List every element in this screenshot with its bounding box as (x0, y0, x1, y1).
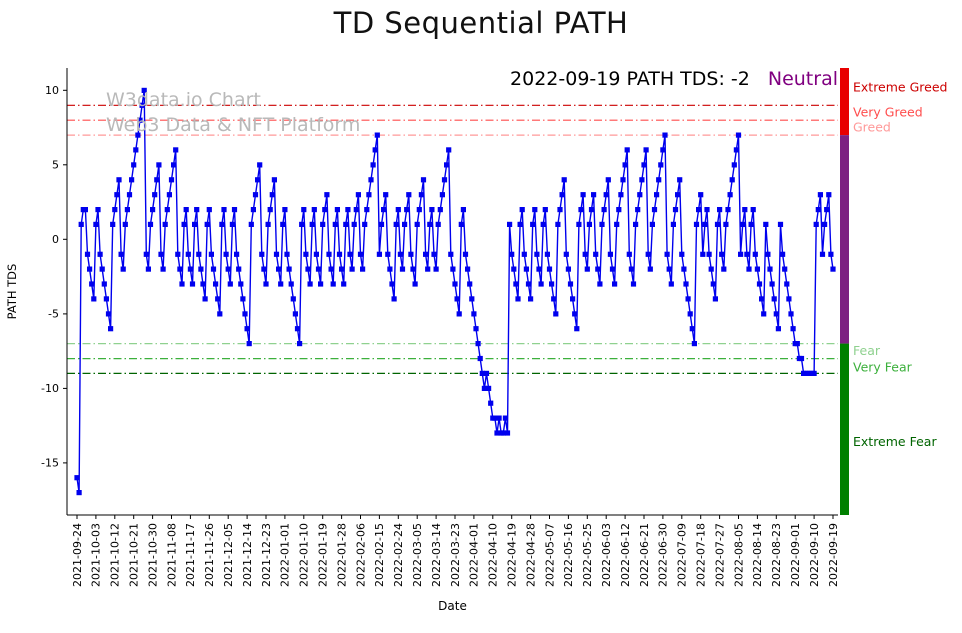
svg-text:2022-08-23: 2022-08-23 (770, 523, 783, 587)
svg-text:2021-10-21: 2021-10-21 (128, 523, 141, 587)
svg-text:2022-02-06: 2022-02-06 (354, 523, 367, 587)
svg-text:2022-07-18: 2022-07-18 (695, 523, 708, 587)
x-axis-label: Date (438, 599, 467, 613)
svg-text:2022-05-07: 2022-05-07 (543, 523, 556, 587)
svg-text:Greed: Greed (853, 120, 891, 135)
svg-text:2021-10-30: 2021-10-30 (146, 523, 159, 587)
svg-text:2022-06-30: 2022-06-30 (657, 523, 670, 587)
latest-value-annotation: 2022-09-19 PATH TDS: -2 Neutral (510, 68, 838, 90)
latest-value-text: 2022-09-19 PATH TDS: -2 (510, 68, 750, 90)
svg-text:2022-04-10: 2022-04-10 (487, 523, 500, 587)
svg-text:2022-01-10: 2022-01-10 (298, 523, 311, 587)
svg-text:2021-12-05: 2021-12-05 (222, 523, 235, 587)
svg-text:2022-09-19: 2022-09-19 (827, 523, 840, 587)
svg-text:2021-10-03: 2021-10-03 (90, 523, 103, 587)
svg-text:Extreme Fear: Extreme Fear (853, 434, 937, 449)
chart-title: TD Sequential PATH (333, 6, 629, 40)
svg-text:2022-02-24: 2022-02-24 (392, 523, 405, 587)
svg-text:2022-03-14: 2022-03-14 (430, 523, 443, 587)
svg-text:-5: -5 (48, 308, 59, 321)
threshold-lines (67, 104, 838, 374)
svg-text:2022-04-01: 2022-04-01 (468, 523, 481, 587)
y-axis-ticks: 10 5 0 -5 -10 -15 (41, 84, 67, 470)
svg-text:Fear: Fear (853, 343, 881, 358)
svg-text:2022-07-09: 2022-07-09 (676, 523, 689, 587)
svg-text:2021-11-26: 2021-11-26 (203, 523, 216, 587)
svg-text:2021-11-08: 2021-11-08 (165, 523, 178, 587)
svg-text:2022-05-25: 2022-05-25 (581, 523, 594, 587)
svg-text:2022-06-03: 2022-06-03 (600, 523, 613, 587)
svg-text:2022-03-23: 2022-03-23 (449, 523, 462, 587)
sentiment-zone-bar (840, 68, 849, 515)
svg-text:2022-09-10: 2022-09-10 (808, 523, 821, 587)
svg-text:2022-08-14: 2022-08-14 (751, 523, 764, 587)
svg-text:2022-06-12: 2022-06-12 (619, 523, 632, 587)
svg-text:-15: -15 (41, 457, 59, 470)
x-axis-ticks: 2021-09-24 2021-10-03 2021-10-12 2021-10-21… (71, 515, 840, 587)
sentiment-status: Neutral (767, 68, 838, 90)
svg-text:5: 5 (52, 159, 59, 172)
svg-text:2022-01-19: 2022-01-19 (317, 523, 330, 587)
svg-text:2022-01-01: 2022-01-01 (279, 523, 292, 587)
data-markers (74, 87, 836, 496)
svg-text:2022-05-16: 2022-05-16 (562, 523, 575, 587)
svg-text:Very Fear: Very Fear (853, 360, 913, 375)
svg-text:2021-12-23: 2021-12-23 (260, 523, 273, 587)
svg-text:2021-11-17: 2021-11-17 (184, 523, 197, 587)
svg-text:2022-08-05: 2022-08-05 (732, 523, 745, 587)
svg-text:Extreme Greed: Extreme Greed (853, 79, 947, 94)
svg-text:-10: -10 (41, 382, 59, 395)
svg-text:2021-12-14: 2021-12-14 (241, 523, 254, 587)
chart-line (76, 90, 834, 493)
svg-text:0: 0 (52, 233, 59, 246)
svg-text:2022-02-15: 2022-02-15 (373, 523, 386, 587)
y-axis-label: PATH TDS (5, 264, 19, 320)
svg-text:2022-09-01: 2022-09-01 (789, 523, 802, 587)
svg-text:2021-09-24: 2021-09-24 (71, 523, 84, 587)
svg-text:2022-04-19: 2022-04-19 (506, 523, 519, 587)
svg-text:2022-03-05: 2022-03-05 (411, 523, 424, 587)
svg-text:2022-06-21: 2022-06-21 (638, 523, 651, 587)
svg-text:Very Greed: Very Greed (853, 105, 923, 120)
svg-text:2022-04-28: 2022-04-28 (524, 523, 537, 587)
svg-text:2021-10-12: 2021-10-12 (109, 523, 122, 587)
svg-text:10: 10 (45, 84, 59, 97)
svg-text:2022-07-27: 2022-07-27 (713, 523, 726, 587)
svg-text:2022-01-28: 2022-01-28 (335, 523, 348, 587)
